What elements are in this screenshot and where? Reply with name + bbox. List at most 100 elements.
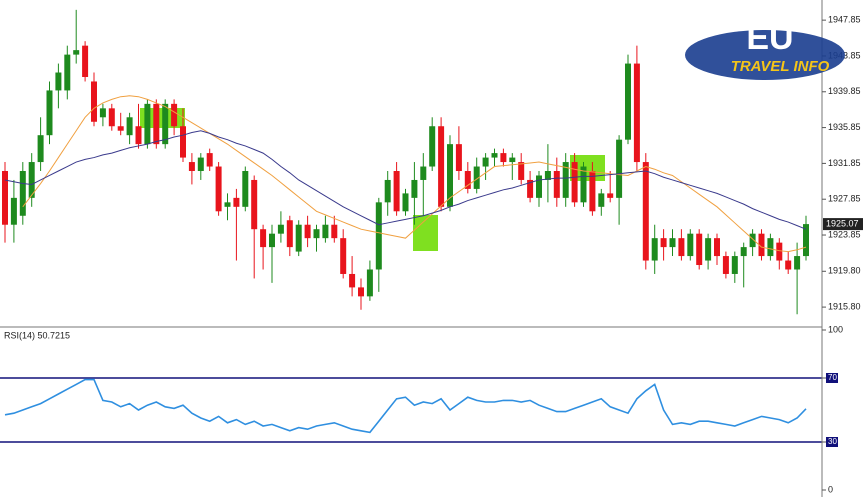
candle-body xyxy=(678,238,685,257)
y-tick-label: 1927.85 xyxy=(828,194,861,204)
candle-body xyxy=(251,179,258,230)
candle-body xyxy=(37,135,44,163)
candle-body xyxy=(447,144,453,207)
y-tick-label: 30 xyxy=(828,437,837,446)
candle-body xyxy=(598,193,605,207)
y-tick-label: 1939.85 xyxy=(828,86,861,96)
y-tick-label: 0 xyxy=(828,484,833,494)
candle-body xyxy=(197,157,204,172)
candle-body xyxy=(571,162,578,203)
line xyxy=(4,130,807,230)
candle-body xyxy=(117,126,124,131)
candle-body xyxy=(358,287,364,297)
candle-body xyxy=(286,220,293,248)
candle-body xyxy=(277,224,284,234)
candle-body xyxy=(82,45,89,77)
candle-body xyxy=(411,179,418,198)
candle-body xyxy=(722,256,729,274)
candle-body xyxy=(144,103,151,145)
candle-body xyxy=(785,260,792,270)
candle-body xyxy=(180,126,186,158)
candle-body xyxy=(509,157,516,163)
candle-body xyxy=(188,162,195,172)
candle-body xyxy=(269,233,275,248)
candle-body xyxy=(108,108,115,127)
rsi-title: RSI(14) 50.7215 xyxy=(4,330,70,340)
line xyxy=(22,95,807,253)
candle-body xyxy=(705,238,712,261)
candle-body xyxy=(420,166,427,180)
candle-body xyxy=(794,256,801,270)
logo-text: EU xyxy=(746,19,793,57)
candle-body xyxy=(366,269,373,297)
candle-body xyxy=(473,166,480,189)
y-tick-label: 1947.85 xyxy=(828,15,861,25)
candle-body xyxy=(153,103,160,145)
candle-body xyxy=(73,50,80,55)
candle-body xyxy=(260,229,267,248)
candle-body xyxy=(687,233,694,257)
candle-body xyxy=(322,224,329,239)
y-tick-label: 70 xyxy=(828,373,837,382)
y-tick-label: 1923.85 xyxy=(828,229,861,239)
candle-body xyxy=(126,117,133,136)
candle-body xyxy=(313,229,320,239)
candle-body xyxy=(375,202,382,270)
candle-body xyxy=(740,247,747,257)
candle-body xyxy=(162,103,169,145)
y-tick-label: 1935.85 xyxy=(828,122,861,132)
candle-body xyxy=(696,233,703,266)
candle-body xyxy=(536,175,542,198)
candle-body xyxy=(749,233,756,248)
price-tag-label: 1925.07 xyxy=(826,218,859,228)
candle-body xyxy=(438,126,445,207)
candle-body xyxy=(206,153,213,167)
candle-body xyxy=(714,238,720,257)
candle-body xyxy=(625,63,631,140)
plot xyxy=(0,9,822,443)
y-tick-label: 100 xyxy=(828,324,843,334)
candle-body xyxy=(215,166,222,212)
candle-body xyxy=(767,238,774,257)
candle-body xyxy=(429,126,436,167)
candle-body xyxy=(758,233,765,257)
candle-body xyxy=(553,171,560,198)
logo: EU TRAVEL INFO xyxy=(685,19,845,80)
candle-body xyxy=(224,202,231,207)
candle-body xyxy=(99,108,106,118)
candle-body xyxy=(2,171,8,225)
candle-body xyxy=(491,153,498,158)
highlight xyxy=(413,215,438,251)
candle-body xyxy=(55,72,62,91)
candle-body xyxy=(304,224,311,239)
candle-body xyxy=(607,193,614,198)
y-tick-label: 1915.80 xyxy=(828,301,861,311)
logo-text: TRAVEL INFO xyxy=(731,58,830,75)
candle-body xyxy=(642,162,649,261)
candle-body xyxy=(660,238,667,248)
candle-body xyxy=(731,256,738,274)
candle-body xyxy=(340,238,347,274)
tick-box xyxy=(826,437,838,447)
candle-body xyxy=(242,171,249,207)
candle-body xyxy=(803,224,809,257)
candle-body xyxy=(349,273,356,288)
candle-body xyxy=(384,179,391,203)
candle-body xyxy=(10,197,17,225)
candle-body xyxy=(527,179,534,198)
candle-body xyxy=(776,242,783,261)
candle-body xyxy=(295,224,302,252)
candle-body xyxy=(91,81,97,122)
candle-body xyxy=(633,63,640,163)
candle-body xyxy=(544,171,551,180)
line xyxy=(4,378,807,434)
candle-body xyxy=(402,193,409,212)
candle-body xyxy=(482,157,489,167)
candle-body xyxy=(616,139,623,198)
candle-body xyxy=(393,171,400,212)
candle-body xyxy=(589,171,596,212)
tick-box xyxy=(826,373,838,383)
candle-body xyxy=(233,197,240,207)
candle-body xyxy=(46,90,53,136)
